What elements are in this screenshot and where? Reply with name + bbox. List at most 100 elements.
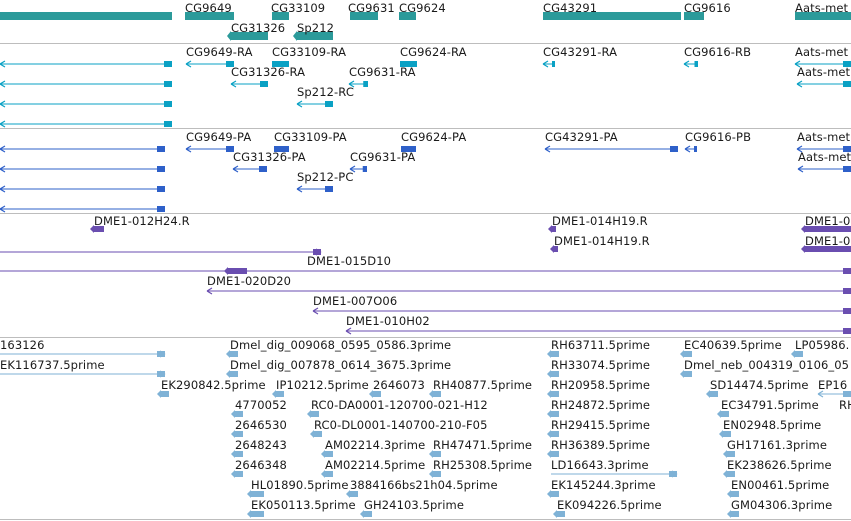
feature-glyph[interactable] — [547, 489, 559, 499]
feature-label[interactable]: SD14474.5prime — [710, 378, 809, 392]
feature-label[interactable]: CG33109 — [271, 1, 326, 15]
feature-glyph[interactable] — [684, 11, 704, 21]
feature-glyph[interactable] — [157, 389, 169, 399]
feature-label[interactable]: RH — [839, 398, 851, 412]
feature-glyph[interactable] — [400, 59, 417, 69]
feature-label[interactable]: DME1-0 — [805, 234, 851, 248]
feature-label[interactable]: CG9649-PA — [186, 130, 252, 144]
feature-label[interactable]: CG43291 — [543, 1, 598, 15]
feature-glyph[interactable] — [231, 449, 243, 459]
feature-label[interactable]: RH40877.5prime — [433, 378, 533, 392]
feature-label[interactable]: CG9624 — [399, 1, 446, 15]
feature-glyph[interactable] — [272, 11, 289, 21]
feature-glyph[interactable] — [0, 119, 172, 129]
feature-glyph[interactable] — [360, 509, 372, 519]
feature-glyph[interactable] — [542, 59, 555, 69]
feature-glyph[interactable] — [272, 59, 289, 69]
feature-label[interactable]: Dmel_dig_009068_0595_0586.3prime — [230, 338, 452, 352]
feature-label[interactable]: 2648243 — [235, 438, 287, 452]
feature-glyph[interactable] — [369, 389, 381, 399]
feature-glyph[interactable] — [0, 204, 165, 214]
feature-glyph[interactable] — [795, 11, 851, 21]
feature-label[interactable]: RH24872.5prime — [551, 398, 651, 412]
feature-glyph[interactable] — [797, 164, 851, 174]
feature-glyph[interactable] — [796, 144, 851, 154]
feature-glyph[interactable] — [547, 449, 559, 459]
feature-label[interactable]: CG33109-PA — [274, 130, 347, 144]
feature-label[interactable]: DME1-014H19.R — [554, 234, 650, 248]
feature-label[interactable]: 4770052 — [235, 398, 287, 412]
feature-label[interactable]: EN00461.5prime — [731, 478, 830, 492]
feature-glyph[interactable] — [547, 409, 559, 419]
feature-glyph[interactable] — [547, 369, 559, 379]
feature-label[interactable]: RH25308.5prime — [433, 458, 533, 472]
feature-label[interactable]: LP05986. — [795, 338, 850, 352]
feature-label[interactable]: 2646073 — [373, 378, 425, 392]
feature-label[interactable]: 2646530 — [235, 418, 287, 432]
feature-label[interactable]: Sp212 — [297, 21, 335, 35]
feature-label[interactable]: LD16643.3prime — [551, 458, 649, 472]
feature-glyph[interactable] — [307, 409, 319, 419]
feature-glyph[interactable] — [0, 144, 165, 154]
feature-label[interactable]: CG9631-PA — [350, 150, 416, 164]
feature-glyph[interactable] — [293, 31, 333, 41]
feature-glyph[interactable] — [296, 184, 333, 194]
feature-label[interactable]: CG43291-RA — [543, 45, 618, 59]
feature-glyph[interactable] — [796, 79, 851, 89]
feature-glyph[interactable] — [719, 429, 731, 439]
feature-glyph[interactable] — [543, 11, 681, 21]
feature-glyph[interactable] — [0, 79, 172, 89]
feature-glyph[interactable] — [551, 469, 678, 479]
feature-glyph[interactable] — [231, 469, 243, 479]
feature-label[interactable]: RH36389.5prime — [551, 438, 651, 452]
feature-label[interactable]: Aats-met — [795, 1, 849, 15]
feature-label[interactable]: CG9616-PB — [685, 130, 752, 144]
feature-glyph[interactable] — [547, 349, 559, 359]
feature-label[interactable]: GM04306.3prime — [731, 498, 833, 512]
feature-glyph[interactable] — [723, 469, 735, 479]
feature-label[interactable]: GH17161.3prime — [727, 438, 828, 452]
feature-glyph[interactable] — [429, 449, 441, 459]
feature-glyph[interactable] — [312, 306, 851, 316]
feature-label[interactable]: AM02214.3prime — [325, 438, 426, 452]
feature-label[interactable]: HL01890.5prime — [251, 478, 349, 492]
feature-label[interactable]: Aats-met — [795, 45, 849, 59]
feature-glyph[interactable] — [680, 349, 692, 359]
feature-glyph[interactable] — [185, 59, 234, 69]
feature-glyph[interactable] — [794, 59, 851, 69]
feature-label[interactable]: EN02948.5prime — [723, 418, 822, 432]
feature-label[interactable]: RH20958.5prime — [551, 378, 651, 392]
feature-glyph[interactable] — [553, 509, 565, 519]
feature-glyph[interactable] — [232, 164, 267, 174]
feature-glyph[interactable] — [272, 389, 284, 399]
feature-glyph[interactable] — [185, 11, 234, 21]
feature-label[interactable]: RC0-DA0001-120700-021-H12 — [311, 398, 488, 412]
feature-glyph[interactable] — [0, 184, 165, 194]
feature-glyph[interactable] — [399, 11, 416, 21]
feature-label[interactable]: Dmel_dig_007878_0614_3675.3prime — [230, 358, 452, 372]
feature-glyph[interactable] — [0, 247, 322, 257]
feature-glyph[interactable] — [683, 59, 698, 69]
feature-label[interactable]: CG9616-RB — [684, 45, 752, 59]
feature-glyph[interactable] — [0, 349, 166, 359]
feature-label[interactable]: EC34791.5prime — [721, 398, 819, 412]
feature-label[interactable]: DME1-015D10 — [307, 254, 392, 268]
feature-glyph[interactable] — [231, 409, 243, 419]
feature-glyph[interactable] — [226, 369, 238, 379]
feature-glyph[interactable] — [231, 429, 243, 439]
feature-label[interactable]: GH24103.5prime — [364, 498, 465, 512]
feature-glyph[interactable] — [274, 144, 289, 154]
feature-glyph[interactable] — [206, 286, 851, 296]
feature-glyph[interactable] — [348, 79, 368, 89]
feature-label[interactable]: CG31326-RA — [231, 65, 306, 79]
feature-glyph[interactable] — [547, 429, 559, 439]
feature-label[interactable]: Aats-met — [798, 150, 851, 164]
feature-glyph[interactable] — [0, 11, 172, 21]
feature-label[interactable]: 3884166bs21h04.5prime — [350, 478, 498, 492]
feature-glyph[interactable] — [0, 59, 172, 69]
feature-label[interactable]: DME1-010H02 — [346, 314, 430, 328]
feature-label[interactable]: IP10212.5prime — [276, 378, 369, 392]
feature-label[interactable]: EC40639.5prime — [684, 338, 782, 352]
feature-label[interactable]: DME1-020D20 — [207, 274, 292, 288]
feature-label[interactable]: Dmel_neb_004319_0106_05 — [684, 358, 850, 372]
